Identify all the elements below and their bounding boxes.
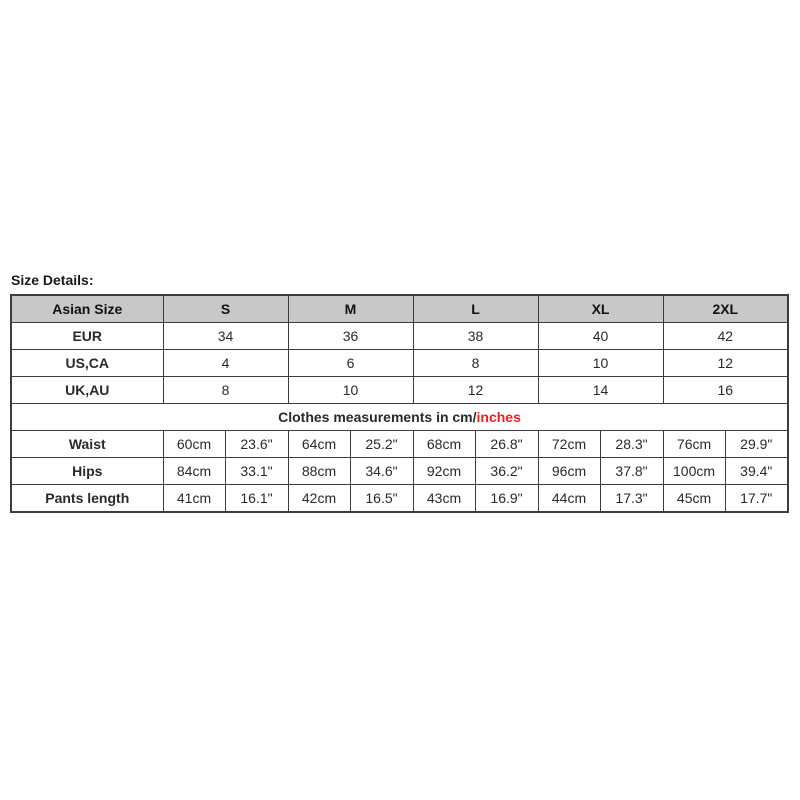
- inch-value-cell: 34.6": [349, 457, 414, 485]
- size-value-cell: 36: [287, 322, 414, 350]
- cm-value-cell: 72cm: [537, 430, 601, 458]
- cm-value-cell: 100cm: [662, 457, 726, 485]
- cm-value-cell: 43cm: [412, 484, 476, 513]
- cm-value-cell: 60cm: [162, 430, 226, 458]
- size-col-header: XL: [537, 294, 664, 323]
- inch-value-cell: 39.4": [724, 457, 789, 485]
- cm-value-cell: 84cm: [162, 457, 226, 485]
- size-value-cell: 10: [287, 376, 414, 404]
- inch-value-cell: 16.1": [224, 484, 289, 513]
- size-value-cell: 6: [287, 349, 414, 377]
- cm-value-cell: 96cm: [537, 457, 601, 485]
- cm-value-cell: 68cm: [412, 430, 476, 458]
- table-row-header: Asian Size S M L XL 2XL: [10, 294, 789, 323]
- caption-prefix: Clothes measurements in cm/: [278, 409, 477, 425]
- inch-value-cell: 28.3": [599, 430, 664, 458]
- table-row-usca: US,CA 4 6 8 10 12: [10, 349, 789, 377]
- inch-value-cell: 16.5": [349, 484, 414, 513]
- cm-value-cell: 76cm: [662, 430, 726, 458]
- inch-value-cell: 29.9": [724, 430, 789, 458]
- size-value-cell: 38: [412, 322, 539, 350]
- row-label: Pants length: [10, 484, 164, 513]
- inch-value-cell: 25.2": [349, 430, 414, 458]
- caption-highlight: inches: [476, 409, 521, 425]
- size-col-header: L: [412, 294, 539, 323]
- row-label: Waist: [10, 430, 164, 458]
- size-value-cell: 16: [662, 376, 789, 404]
- size-value-cell: 14: [537, 376, 664, 404]
- cm-value-cell: 44cm: [537, 484, 601, 513]
- table-row-ukau: UK,AU 8 10 12 14 16: [10, 376, 789, 404]
- size-value-cell: 12: [412, 376, 539, 404]
- cm-value-cell: 92cm: [412, 457, 476, 485]
- inch-value-cell: 37.8": [599, 457, 664, 485]
- table-row-waist: Waist 60cm 23.6" 64cm 25.2" 68cm 26.8" 7…: [10, 430, 789, 458]
- row-label: US,CA: [10, 349, 164, 377]
- inch-value-cell: 36.2": [474, 457, 539, 485]
- table-row-pants-length: Pants length 41cm 16.1" 42cm 16.5" 43cm …: [10, 484, 789, 513]
- size-chart-table: Asian Size S M L XL 2XL EUR 34 36 38 40 …: [10, 294, 790, 513]
- size-value-cell: 8: [162, 376, 289, 404]
- size-col-header: 2XL: [662, 294, 789, 323]
- row-label: EUR: [10, 322, 164, 350]
- size-col-header: M: [287, 294, 414, 323]
- size-value-cell: 8: [412, 349, 539, 377]
- cm-value-cell: 45cm: [662, 484, 726, 513]
- size-details-section: Size Details: Asian Size S M L XL 2XL EU…: [10, 272, 790, 513]
- size-value-cell: 42: [662, 322, 789, 350]
- table-row-caption: Clothes measurements in cm/inches: [10, 403, 789, 431]
- cm-value-cell: 88cm: [287, 457, 351, 485]
- section-title: Size Details:: [11, 272, 94, 288]
- header-label: Asian Size: [10, 294, 164, 323]
- inch-value-cell: 16.9": [474, 484, 539, 513]
- row-label: Hips: [10, 457, 164, 485]
- table-row-hips: Hips 84cm 33.1" 88cm 34.6" 92cm 36.2" 96…: [10, 457, 789, 485]
- cm-value-cell: 42cm: [287, 484, 351, 513]
- inch-value-cell: 33.1": [224, 457, 289, 485]
- size-col-header: S: [162, 294, 289, 323]
- size-value-cell: 40: [537, 322, 664, 350]
- inch-value-cell: 26.8": [474, 430, 539, 458]
- inch-value-cell: 17.7": [724, 484, 789, 513]
- table-row-eur: EUR 34 36 38 40 42: [10, 322, 789, 350]
- size-value-cell: 10: [537, 349, 664, 377]
- size-value-cell: 4: [162, 349, 289, 377]
- size-value-cell: 12: [662, 349, 789, 377]
- cm-value-cell: 41cm: [162, 484, 226, 513]
- inch-value-cell: 23.6": [224, 430, 289, 458]
- inch-value-cell: 17.3": [599, 484, 664, 513]
- size-value-cell: 34: [162, 322, 289, 350]
- row-label: UK,AU: [10, 376, 164, 404]
- cm-value-cell: 64cm: [287, 430, 351, 458]
- measurements-caption: Clothes measurements in cm/inches: [10, 403, 789, 431]
